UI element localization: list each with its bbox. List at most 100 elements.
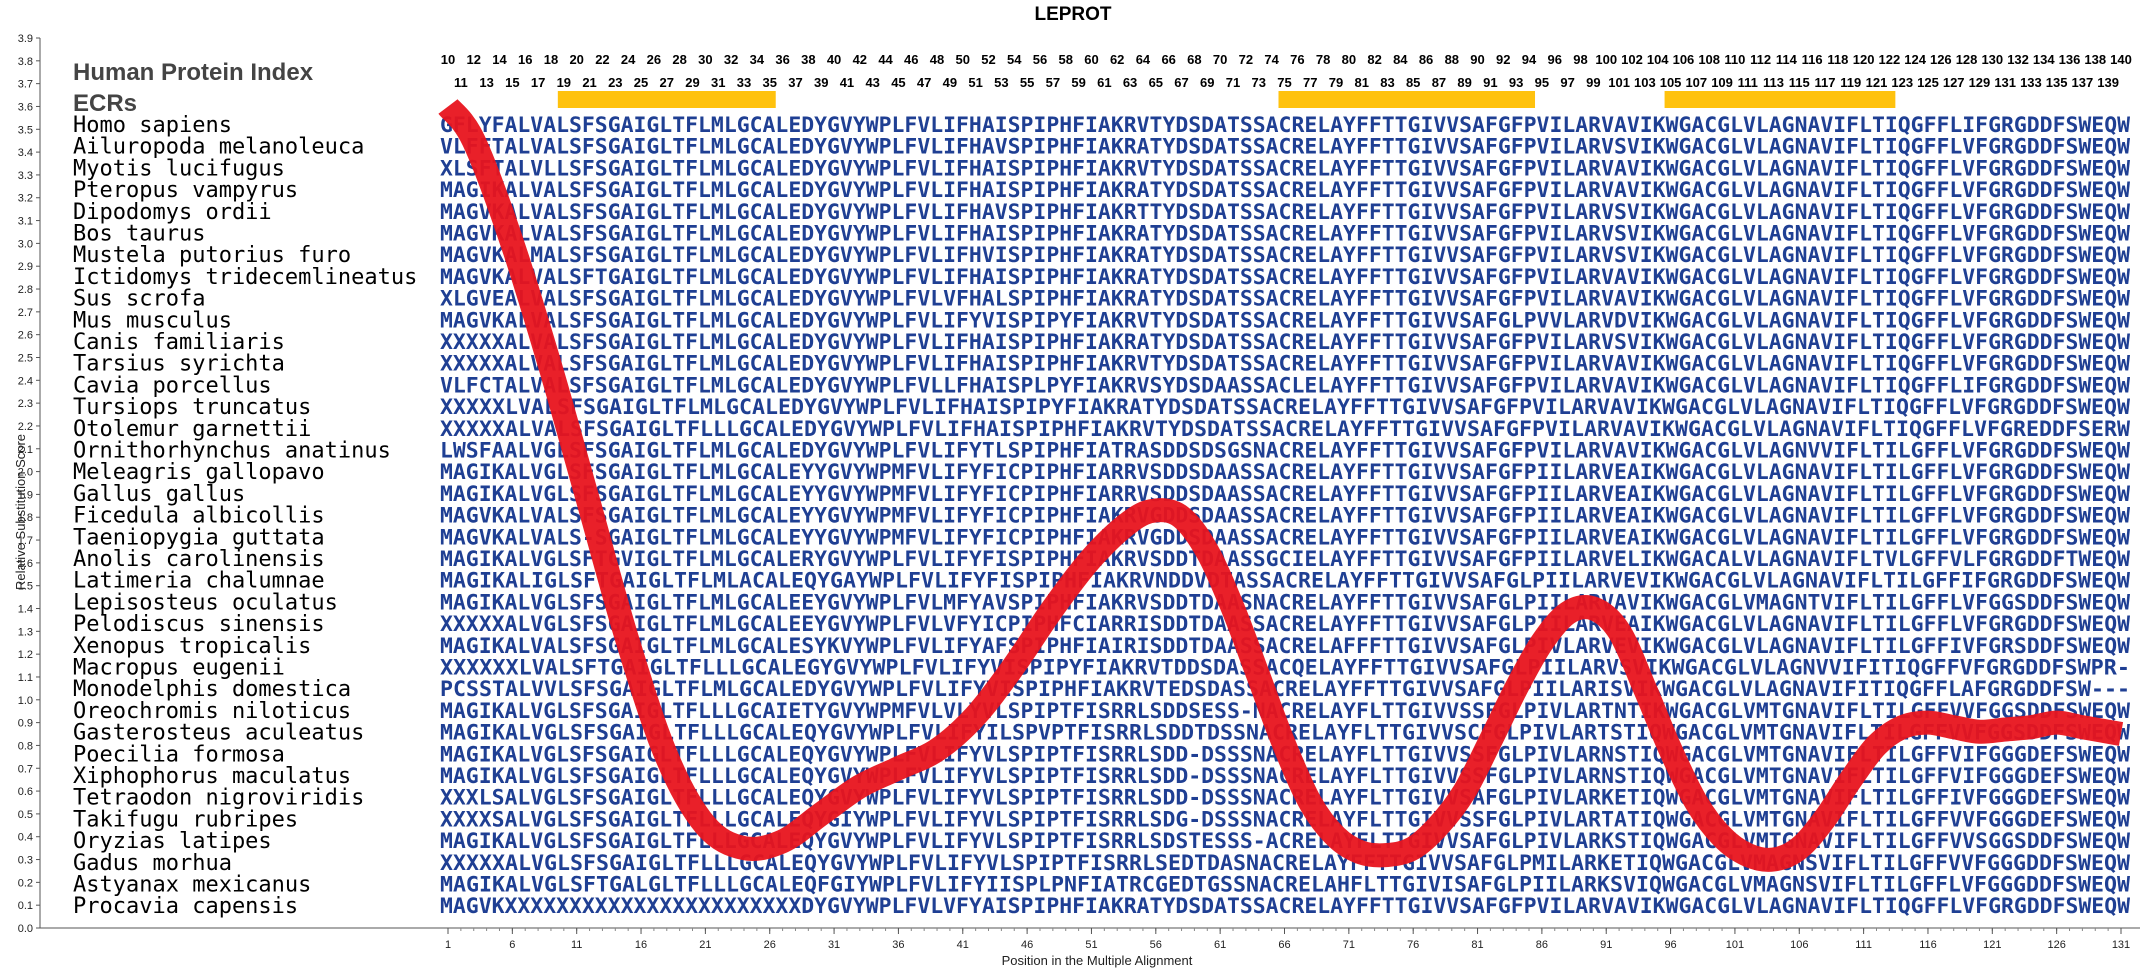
position-number-row1: 108 xyxy=(1698,52,1720,67)
y-tick-label: 1.0 xyxy=(18,695,33,707)
species-name: Poecilia formosa xyxy=(73,742,285,767)
position-number-row2: 89 xyxy=(1457,75,1471,90)
x-tick-label: 36 xyxy=(892,939,904,951)
position-number-row2: 129 xyxy=(1969,75,1991,90)
sequence-row: XXXXXALVALSFSGAIGLTFLMLGCALEDYGVYWPLFVLI… xyxy=(440,352,2130,376)
species-name: Cavia porcellus xyxy=(73,373,272,398)
y-tick-label: 2.6 xyxy=(18,330,33,342)
position-number-row2: 29 xyxy=(685,75,699,90)
position-number-row1: 54 xyxy=(1007,52,1022,67)
sequence-row: VLFCTALVALSFSGAIGLTFLMLGCALEDYGVYWPLFVLL… xyxy=(440,373,2130,397)
position-number-row1: 82 xyxy=(1367,52,1381,67)
position-number-row1: 20 xyxy=(569,52,583,67)
position-number-row1: 94 xyxy=(1522,52,1537,67)
position-number-row1: 22 xyxy=(595,52,609,67)
species-name: Pteropus vampyrus xyxy=(73,178,298,203)
y-tick-label: 3.5 xyxy=(18,124,33,136)
species-name: Takifugu rubripes xyxy=(73,807,298,832)
position-number-row2: 69 xyxy=(1200,75,1214,90)
position-number-row1: 130 xyxy=(1981,52,2003,67)
position-number-row2: 125 xyxy=(1917,75,1939,90)
position-number-row1: 124 xyxy=(1904,52,1926,67)
sequence-row: XXXXXLVALSFSGAIGLTFLMLGCALEDYGVYWPLFVLIF… xyxy=(440,395,2130,419)
y-tick-label: 3.6 xyxy=(18,101,33,113)
position-number-row2: 107 xyxy=(1685,75,1707,90)
y-axis: 0.0 0.1 0.2 0.3 0.4 0.5 0.6 0.7 0.8 0.9 1.0 1.1 1.2 1… xyxy=(18,33,2140,935)
position-number-row1: 70 xyxy=(1213,52,1227,67)
position-number-row1: 36 xyxy=(775,52,789,67)
position-number-row1: 128 xyxy=(1956,52,1978,67)
y-tick-label: 0.3 xyxy=(18,855,33,867)
species-name: Tursiops truncatus xyxy=(73,395,311,420)
y-tick-label: 1.7 xyxy=(18,535,33,547)
y-tick-label: 3.9 xyxy=(18,33,33,45)
position-number-row1: 92 xyxy=(1496,52,1510,67)
position-number-row2: 65 xyxy=(1149,75,1163,90)
species-name: Oryzias latipes xyxy=(73,829,272,854)
position-number-row1: 12 xyxy=(467,52,481,67)
position-number-row1: 102 xyxy=(1621,52,1643,67)
x-tick-label: 21 xyxy=(699,939,711,951)
y-tick-label: 0.1 xyxy=(18,900,33,912)
y-tick-label: 3.0 xyxy=(18,238,33,250)
y-tick-label: 3.7 xyxy=(18,79,33,91)
position-number-row1: 66 xyxy=(1161,52,1175,67)
position-number-row1: 106 xyxy=(1673,52,1695,67)
y-tick-label: 1.6 xyxy=(18,558,33,570)
position-number-row2: 71 xyxy=(1226,75,1240,90)
species-name: Ficedula albicollis xyxy=(73,504,325,529)
species-name: Macropus eugenii xyxy=(73,656,285,681)
y-tick-label: 0.2 xyxy=(18,877,33,889)
position-number-row2: 87 xyxy=(1432,75,1446,90)
sequence-row: MAGVKALVALS-SGAIGLTFLMLGCALEYYGVYWPMFVLI… xyxy=(440,525,2130,549)
y-tick-label: 1.5 xyxy=(18,581,33,593)
x-tick-label: 66 xyxy=(1278,939,1290,951)
position-number-row1: 140 xyxy=(2110,52,2132,67)
x-tick-label: 51 xyxy=(1085,939,1097,951)
species-name: Lepisosteus oculatus xyxy=(73,590,338,615)
position-number-row1: 138 xyxy=(2084,52,2106,67)
score-line-group xyxy=(438,98,2124,872)
x-tick-label: 11 xyxy=(571,939,582,951)
species-name: Procavia capensis xyxy=(73,894,298,919)
position-number-row2: 41 xyxy=(840,75,854,90)
species-name: Sus scrofa xyxy=(73,287,205,312)
ecr-bar xyxy=(557,91,776,108)
y-tick-label: 0.6 xyxy=(18,786,33,798)
x-tick-label: 41 xyxy=(957,939,969,951)
position-number-row1: 122 xyxy=(1879,52,1901,67)
position-number-row2: 33 xyxy=(737,75,751,90)
x-tick-label: 121 xyxy=(1983,939,2001,951)
position-number-row1: 126 xyxy=(1930,52,1952,67)
position-number-row2: 61 xyxy=(1097,75,1111,90)
y-tick-label: 3.2 xyxy=(18,193,33,205)
position-number-row1: 84 xyxy=(1393,52,1408,67)
x-tick-label: 16 xyxy=(635,939,647,951)
position-number-row2: 121 xyxy=(1866,75,1888,90)
x-tick-label: 46 xyxy=(1021,939,1033,951)
x-tick-label: 31 xyxy=(828,939,840,951)
position-number-row2: 15 xyxy=(505,75,519,90)
position-number-row2: 93 xyxy=(1509,75,1523,90)
position-number-row2: 131 xyxy=(1994,75,2016,90)
x-tick-label: 81 xyxy=(1471,939,1483,951)
position-number-row2: 21 xyxy=(582,75,596,90)
sequence-row: MAGIKALVGLSFSGAIGLTFLMLGCALEYYGVYWPMFVLI… xyxy=(440,482,2130,506)
sequences: GFLYFALVALSFSGAIGLTFLMLGCALEDYGVYWPLFVLI… xyxy=(440,113,2130,918)
y-tick-label: 0.0 xyxy=(18,923,33,935)
species-name: Anolis carolinensis xyxy=(73,547,325,572)
position-number-row1: 28 xyxy=(672,52,686,67)
position-number-row1: 26 xyxy=(647,52,661,67)
position-number-row2: 59 xyxy=(1071,75,1085,90)
position-number-row1: 114 xyxy=(1776,52,1798,67)
position-number-row2: 115 xyxy=(1789,75,1810,90)
species-name: Taeniopygia guttata xyxy=(73,525,325,550)
y-tick-label: 0.5 xyxy=(18,809,33,821)
x-tick-label: 76 xyxy=(1407,939,1419,951)
position-number-row1: 88 xyxy=(1445,52,1459,67)
species-name: Meleagris gallopavo xyxy=(73,460,325,485)
y-tick-label: 2.9 xyxy=(18,261,33,273)
species-name: Astyanax mexicanus xyxy=(73,873,311,898)
position-number-row2: 63 xyxy=(1123,75,1137,90)
species-name: Xiphophorus maculatus xyxy=(73,764,351,789)
